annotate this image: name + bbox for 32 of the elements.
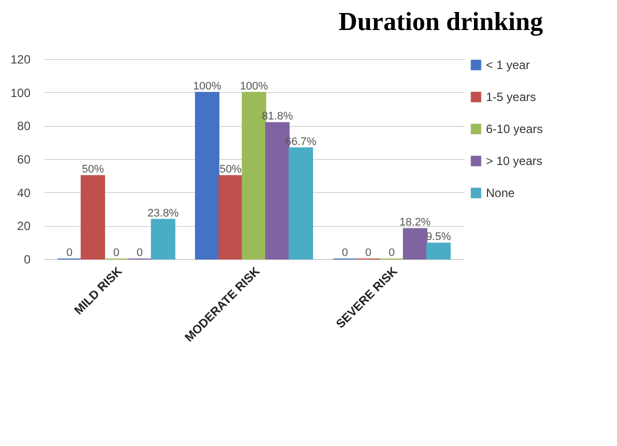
chart-title: Duration drinking [338, 7, 543, 36]
data-label: 0 [388, 247, 395, 259]
bar [150, 218, 176, 260]
data-label: 23.8% [148, 207, 179, 220]
data-label: 18.2% [400, 216, 431, 229]
legend-label: < 1 year [486, 58, 530, 72]
data-label: 0 [342, 247, 348, 259]
data-label: 0 [113, 247, 120, 259]
data-label: 0 [365, 247, 372, 259]
bar [288, 147, 314, 260]
y-tick-label: 20 [17, 219, 31, 234]
bar [80, 175, 106, 260]
data-label: 0 [66, 247, 73, 259]
data-label: 100% [240, 80, 268, 92]
legend-label: 6-10 years [486, 122, 543, 136]
y-tick-label: 100 [10, 86, 31, 100]
legend-label: > 10 years [486, 154, 542, 168]
data-label: 100% [193, 80, 222, 92]
y-tick-label: 0 [24, 252, 31, 266]
data-label: 0 [136, 247, 143, 259]
y-tick-label: 40 [17, 186, 31, 200]
y-tick-label: 60 [17, 152, 31, 166]
bar [402, 228, 428, 260]
data-label: 50% [220, 164, 242, 176]
bar [194, 92, 220, 260]
legend-label: 1-5 years [486, 90, 536, 104]
legend-label: None [486, 186, 516, 200]
data-label: 50% [82, 164, 104, 176]
bar [218, 175, 243, 260]
bar [426, 242, 451, 260]
y-tick-label: 120 [10, 52, 31, 66]
y-tick-label: 80 [17, 119, 31, 134]
